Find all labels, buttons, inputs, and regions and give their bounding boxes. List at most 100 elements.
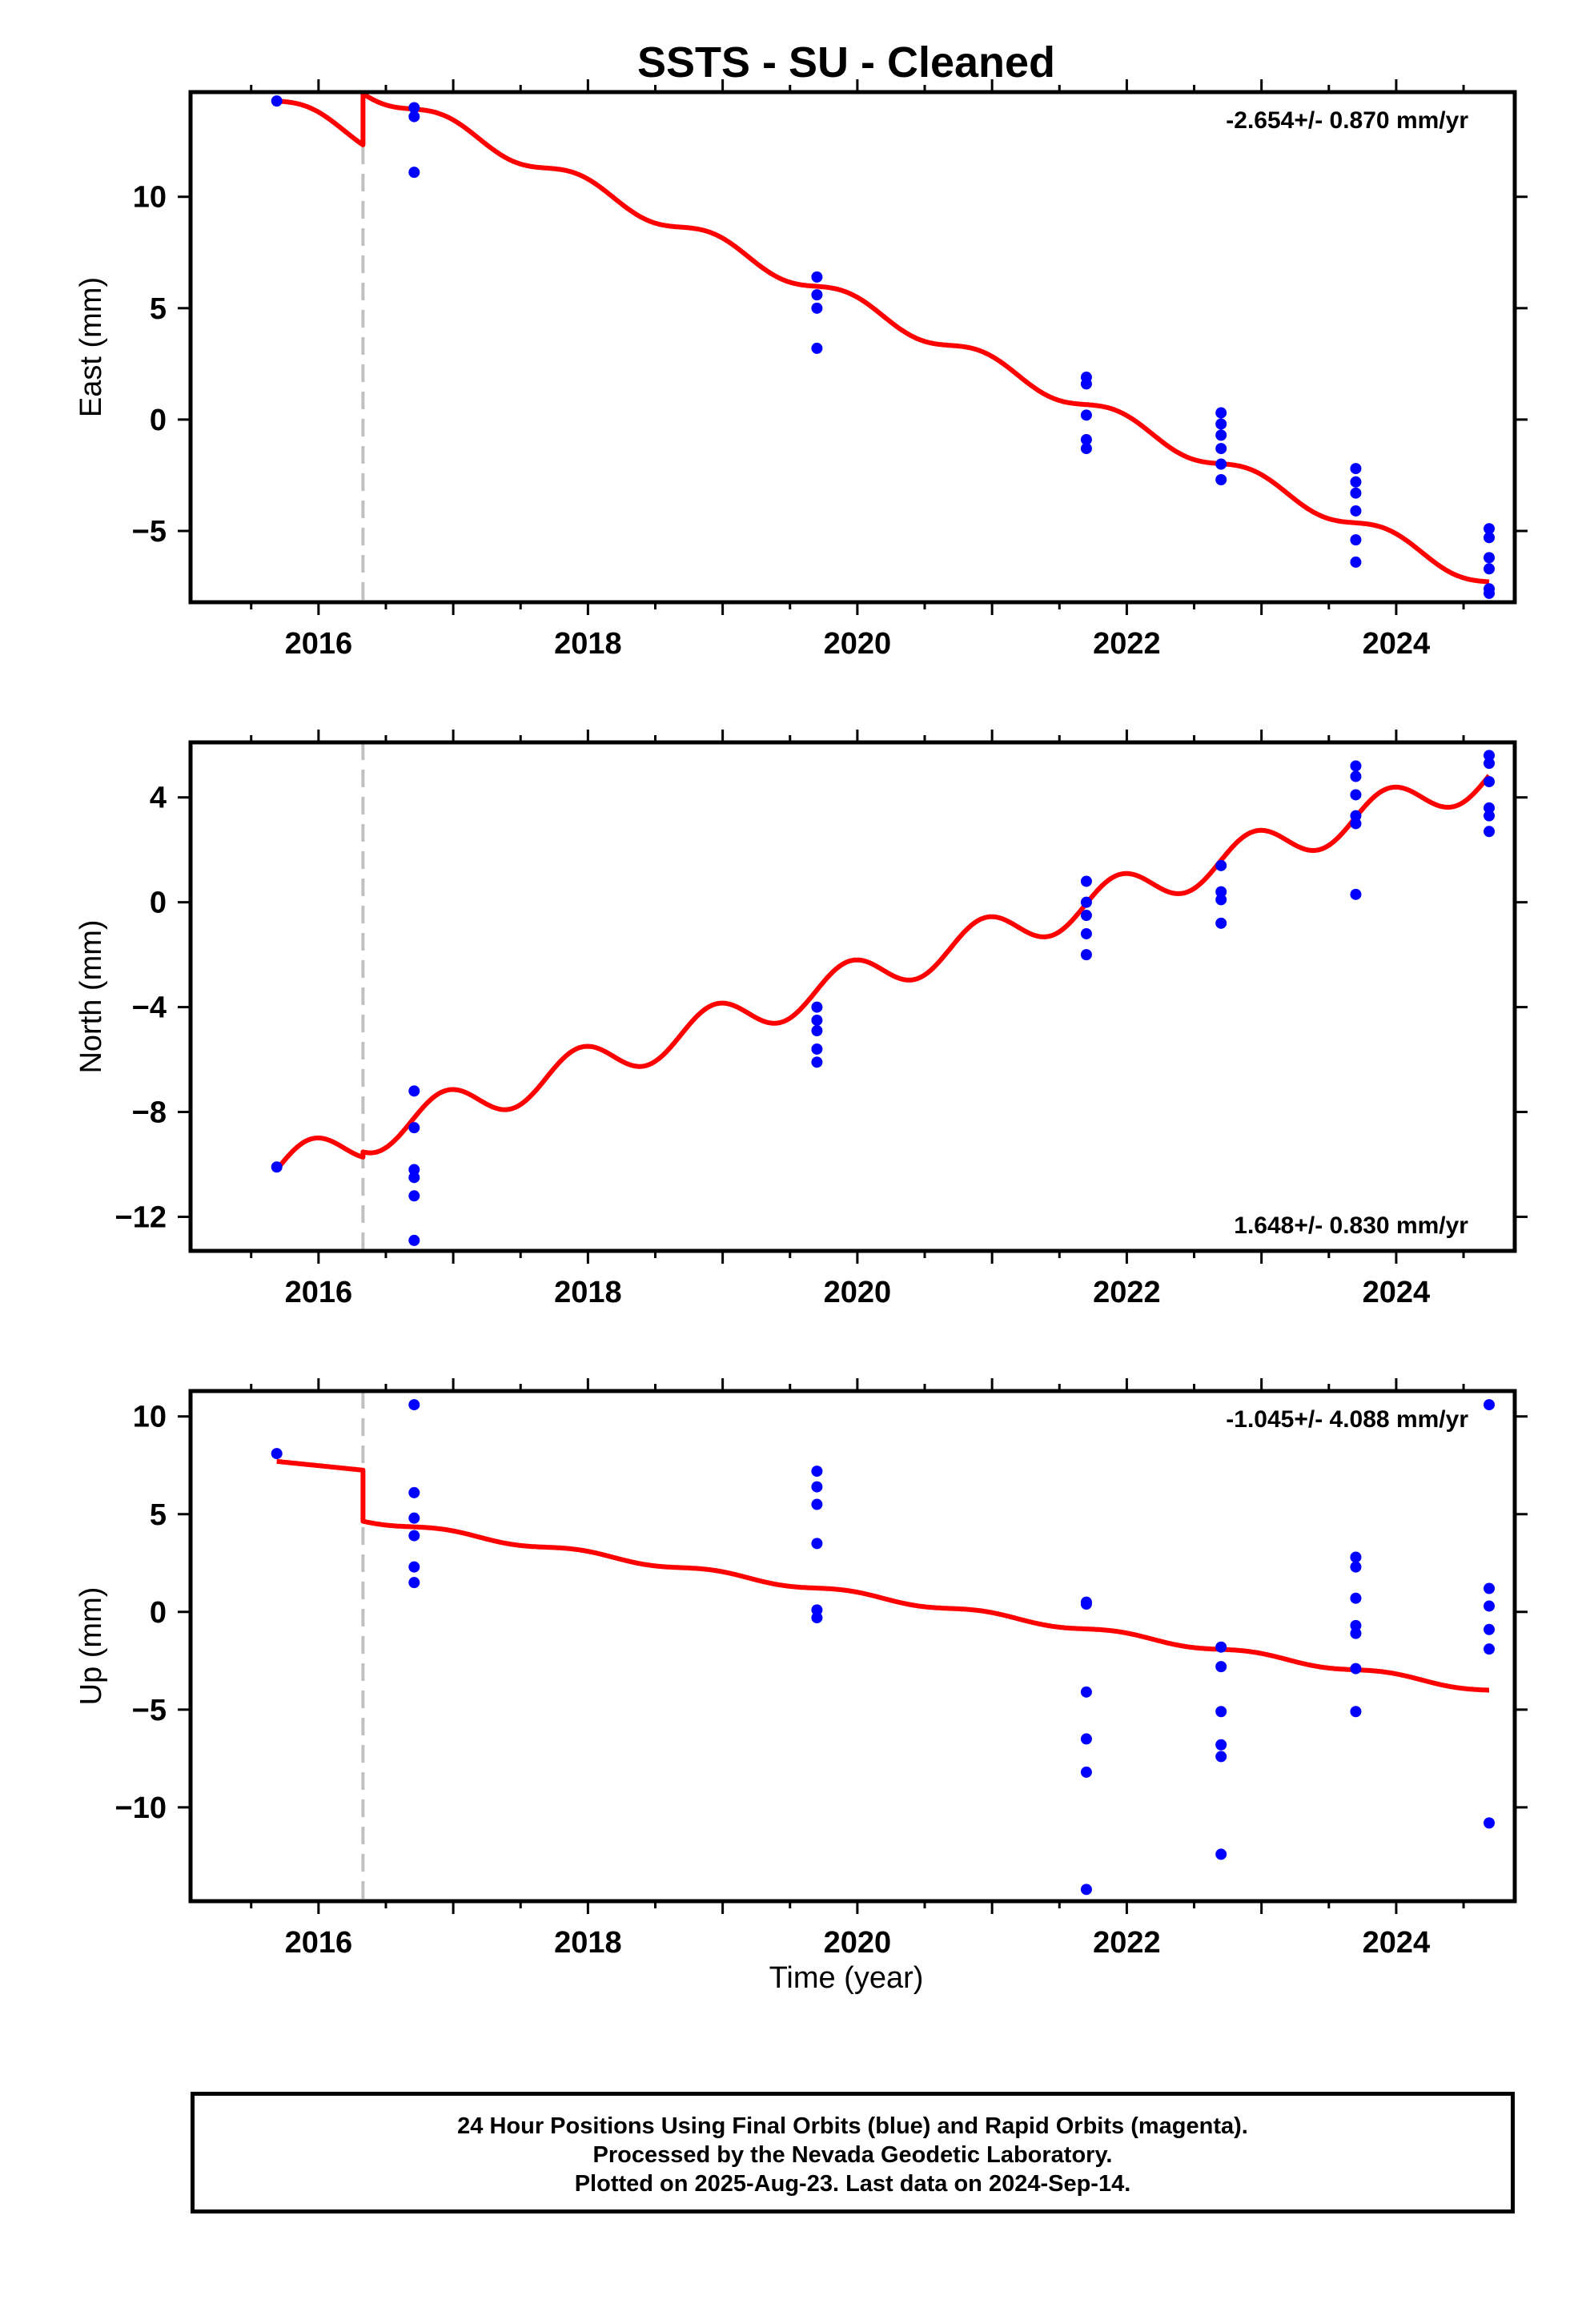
data-point <box>271 1161 283 1173</box>
y-tick-label: −4 <box>132 991 167 1025</box>
data-point <box>1350 760 1362 772</box>
data-point <box>1080 949 1092 961</box>
data-point <box>811 342 823 354</box>
data-point <box>271 1448 283 1460</box>
plot-frame <box>188 740 1517 1253</box>
data-point <box>1484 1600 1496 1612</box>
y-tick-label: −5 <box>132 1694 167 1727</box>
x-tick-label: 2024 <box>1363 627 1431 661</box>
data-point <box>408 1172 420 1184</box>
data-point <box>408 1234 420 1246</box>
rate-label: -1.045+/- 4.088 mm/yr <box>1226 1406 1468 1433</box>
y-tick-label: −10 <box>115 1791 167 1825</box>
data-point <box>1484 1817 1496 1829</box>
data-point <box>811 1466 823 1478</box>
data-point <box>1350 463 1362 475</box>
model-line <box>275 774 1492 1172</box>
data-point <box>408 1561 420 1573</box>
rate-label: -2.654+/- 0.870 mm/yr <box>1226 107 1468 134</box>
data-point <box>811 289 823 301</box>
x-tick-label: 2018 <box>554 1276 622 1309</box>
rate-label: 1.648+/- 0.830 mm/yr <box>1234 1212 1468 1239</box>
data-point <box>1215 1739 1227 1751</box>
x-tick-label: 2022 <box>1093 1276 1161 1309</box>
data-point <box>1350 505 1362 517</box>
data-point <box>1484 1399 1496 1411</box>
data-point <box>1080 896 1092 908</box>
data-point <box>811 1538 823 1550</box>
data-point <box>408 1122 420 1134</box>
data-point <box>1215 429 1227 441</box>
y-tick-label: 5 <box>150 292 167 326</box>
data-point <box>1484 552 1496 564</box>
data-point <box>1215 1641 1227 1653</box>
data-point <box>408 1486 420 1498</box>
data-point <box>1350 1561 1362 1573</box>
data-point <box>811 1498 823 1510</box>
panel-up: 2016 2018 2020 2022 2024 −10 −5 0 5 10 Up (mm) -1.0… <box>74 1378 1528 1960</box>
data-point <box>1080 875 1092 887</box>
data-point <box>1215 1706 1227 1718</box>
panels-group: 2016 2018 2020 2022 2024 −5 0 5 10 East (mm) -2.65… <box>74 79 1528 1960</box>
x-tick-label: 2022 <box>1093 627 1161 661</box>
data-point <box>1350 1706 1362 1718</box>
data-point <box>1215 407 1227 419</box>
y-axis-label: North (mm) <box>74 919 108 1073</box>
data-point <box>408 1190 420 1202</box>
data-point <box>1080 910 1092 922</box>
data-point <box>1484 532 1496 544</box>
data-point <box>1215 1751 1227 1763</box>
data-point <box>1350 818 1362 830</box>
y-tick-label: 0 <box>150 404 167 437</box>
x-tick-label: 2024 <box>1363 1276 1431 1309</box>
x-tick-label: 2018 <box>554 627 622 661</box>
data-point <box>1350 789 1362 801</box>
data-point <box>1215 894 1227 906</box>
data-point <box>1484 826 1496 838</box>
data-point <box>1484 758 1496 770</box>
data-point <box>1350 556 1362 568</box>
x-tick-label: 2022 <box>1093 1926 1161 1960</box>
data-point <box>1350 1627 1362 1639</box>
data-point <box>1080 1598 1092 1610</box>
x-tick-label: 2020 <box>824 1926 892 1960</box>
y-tick-label: 4 <box>150 782 167 815</box>
data-point <box>1215 458 1227 470</box>
data-point <box>1215 1848 1227 1860</box>
data-point <box>271 95 283 107</box>
data-point <box>811 1481 823 1493</box>
data-point <box>1484 1623 1496 1635</box>
y-tick-label: −12 <box>115 1200 167 1234</box>
data-point <box>1350 1592 1362 1604</box>
data-point <box>1215 443 1227 455</box>
data-point <box>1080 409 1092 421</box>
data-point <box>408 1512 420 1524</box>
data-point <box>1484 776 1496 788</box>
data-point <box>408 1164 420 1176</box>
data-point <box>1080 927 1092 939</box>
caption-line-1: 24 Hour Positions Using Final Orbits (bl… <box>457 2113 1248 2139</box>
y-tick-label: −8 <box>132 1096 167 1130</box>
x-tick-label: 2016 <box>285 627 353 661</box>
x-tick-label: 2024 <box>1363 1926 1431 1960</box>
x-tick-label: 2020 <box>824 1276 892 1309</box>
plot-frame <box>188 1389 1517 1904</box>
data-point <box>1215 474 1227 486</box>
data-point <box>811 1056 823 1068</box>
figure-title: SSTS - SU - Cleaned <box>637 38 1055 86</box>
y-tick-label: 0 <box>150 1596 167 1630</box>
data-point <box>408 167 420 179</box>
x-tick-label: 2018 <box>554 1926 622 1960</box>
x-tick-label: 2016 <box>285 1926 353 1960</box>
data-point <box>811 302 823 314</box>
model-line <box>275 92 1491 585</box>
data-point <box>1350 534 1362 546</box>
data-point <box>1215 886 1227 898</box>
data-point <box>1080 1733 1092 1745</box>
data-point <box>408 111 420 123</box>
data-point <box>1350 1619 1362 1631</box>
data-point <box>408 1530 420 1542</box>
data-point <box>1484 810 1496 822</box>
data-point <box>1080 443 1092 455</box>
data-point <box>1215 917 1227 929</box>
